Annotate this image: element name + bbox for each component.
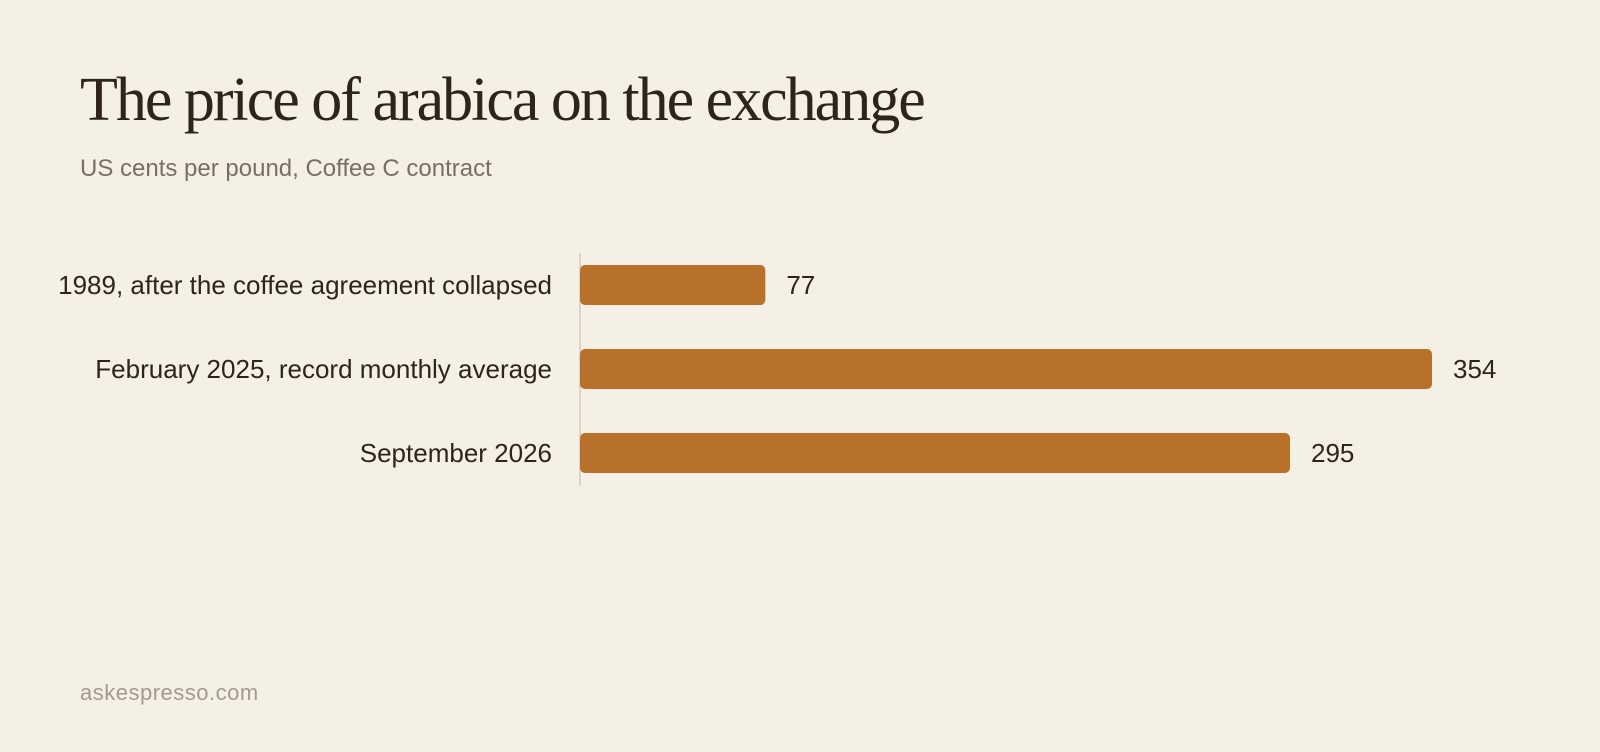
category-label: September 2026 [360,438,552,468]
page-subtitle: US cents per pound, Coffee C contract [80,155,492,182]
value-label: 295 [1311,438,1354,468]
category-label: 1989, after the coffee agreement collaps… [58,270,552,300]
bar [580,433,1290,473]
value-label: 77 [786,270,815,300]
bar [580,349,1432,389]
category-label: February 2025, record monthly average [95,354,552,384]
page-title: The price of arabica on the exchange [80,66,926,134]
value-label: 354 [1453,354,1496,384]
bar [580,265,766,305]
footer-source: askespresso.com [80,680,259,705]
